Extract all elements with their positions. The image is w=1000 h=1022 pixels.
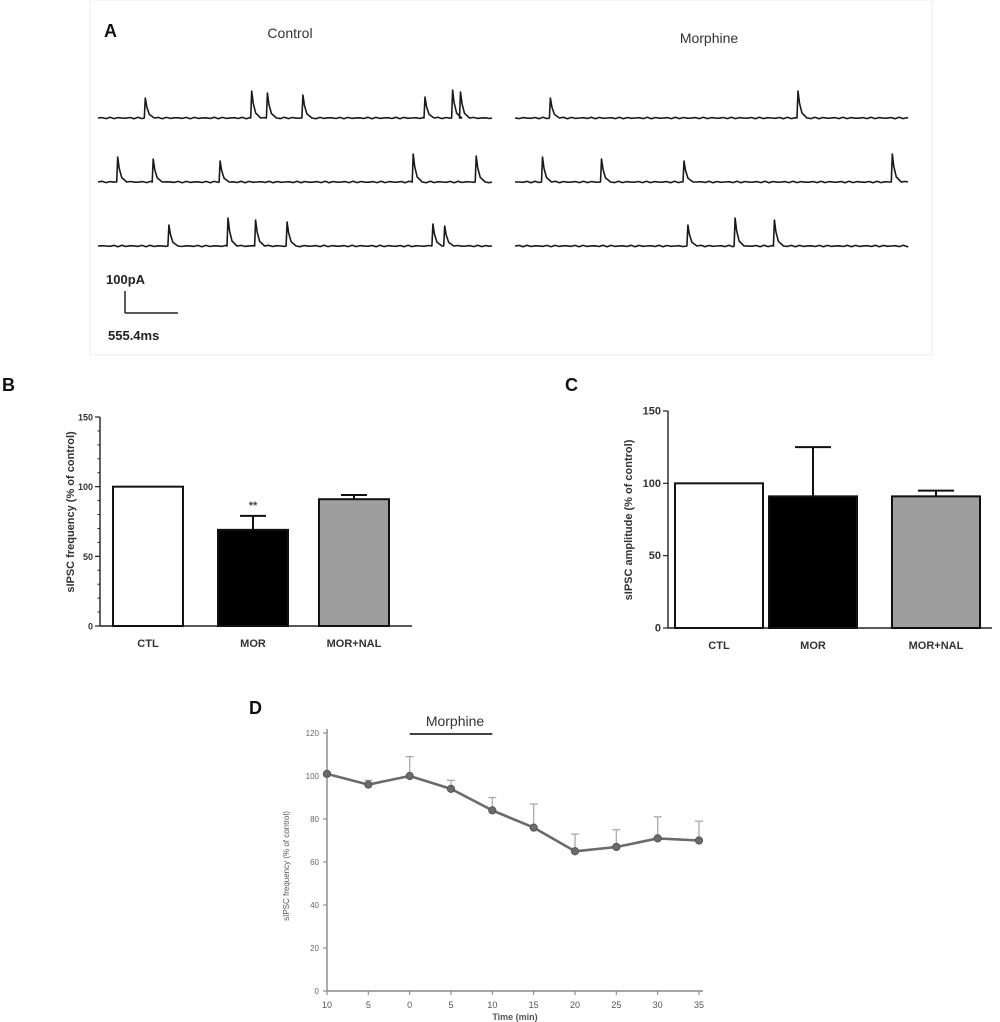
current-traces xyxy=(97,89,909,248)
panel-d: D sIPSC frequency (% of control) Time (m… xyxy=(249,698,704,1022)
panel-d-chart: 0 20 40 60 80 100 120 10 5 0 5 10 15 20 25 30 35 xyxy=(306,729,704,1010)
y-tick-label: 60 xyxy=(310,858,319,867)
data-point xyxy=(322,769,332,778)
data-point xyxy=(364,780,373,789)
data-point xyxy=(612,842,621,852)
morphine-title: Morphine xyxy=(680,30,739,46)
panel-a-frame xyxy=(89,0,933,356)
y-tick-label: 100 xyxy=(78,482,93,492)
data-point xyxy=(405,771,414,781)
y-tick-label: 100 xyxy=(643,478,661,490)
panel-b: B sIPSC frequency (% of control) 0 50 100 1… xyxy=(2,375,412,650)
panel-label-d: D xyxy=(249,698,262,718)
control-trace-3 xyxy=(97,217,493,248)
y-tick-label: 0 xyxy=(88,622,93,632)
panel-c-chart: 0 50 100 150 CTL MOR MOR+NAL xyxy=(643,406,992,652)
bar-mor-nal xyxy=(891,495,981,629)
scale-amplitude-label: 100pA xyxy=(106,272,146,287)
bar-mor-nal xyxy=(318,498,390,627)
bar-ctl xyxy=(112,485,184,627)
panel-c-ylabel: sIPSC amplitude (% of control) xyxy=(623,439,635,600)
morphine-trace-3 xyxy=(514,217,909,248)
category-label: MOR+NAL xyxy=(909,640,964,652)
data-point xyxy=(529,823,538,832)
panel-d-xlabel: Time (min) xyxy=(492,1012,537,1022)
morphine-trace-1 xyxy=(514,90,909,120)
x-tick-label: 15 xyxy=(529,1000,539,1010)
x-tick-label: 10 xyxy=(487,1000,497,1010)
control-trace-2 xyxy=(97,153,493,184)
x-tick-label: 25 xyxy=(611,1000,621,1010)
y-tick-label: 50 xyxy=(649,550,661,562)
x-tick-label: 5 xyxy=(448,1000,453,1010)
x-tick-label: 0 xyxy=(407,1000,412,1010)
bar-mor xyxy=(217,528,289,627)
x-tick-label: 20 xyxy=(570,1000,580,1010)
data-point xyxy=(446,784,456,794)
panel-label-b: B xyxy=(2,375,15,395)
category-label: MOR xyxy=(800,640,826,652)
y-tick-label: 150 xyxy=(643,406,661,418)
panel-c: C sIPSC amplitude (% of control) 0 50 100 1… xyxy=(565,375,992,652)
morphine-trace-2 xyxy=(515,153,909,184)
y-tick-label: 120 xyxy=(306,729,320,738)
significance-marker: ** xyxy=(249,500,258,512)
control-trace-1 xyxy=(97,89,493,120)
bar-ctl xyxy=(674,482,764,630)
y-tick-label: 40 xyxy=(310,901,319,910)
panel-b-chart: 0 50 100 150 CTL MOR MOR+NAL ** xyxy=(78,413,412,650)
panel-d-ylabel: sIPSC frequency (% of control) xyxy=(282,811,291,921)
category-label: MOR+NAL xyxy=(327,638,382,650)
frequency-line xyxy=(326,772,700,853)
category-label: CTL xyxy=(137,638,159,650)
y-tick-label: 100 xyxy=(306,772,320,781)
panel-a: A Control Morphine 100pA 555.4ms xyxy=(89,0,933,356)
category-label: CTL xyxy=(708,640,730,652)
x-tick-label: 30 xyxy=(653,1000,663,1010)
x-tick-label: 10 xyxy=(322,1000,332,1010)
y-tick-label: 0 xyxy=(315,987,320,996)
panel-b-ylabel: sIPSC frequency (% of control) xyxy=(65,431,77,593)
data-point xyxy=(653,834,662,843)
control-title: Control xyxy=(267,25,312,41)
scale-time-label: 555.4ms xyxy=(108,328,159,343)
panel-label-a: A xyxy=(104,21,117,41)
morphine-bar-label: Morphine xyxy=(426,713,485,729)
y-tick-label: 0 xyxy=(655,623,661,635)
bar-mor xyxy=(768,495,858,629)
y-tick-label: 50 xyxy=(83,552,93,562)
y-tick-label: 80 xyxy=(310,815,319,824)
y-tick-label: 150 xyxy=(78,413,93,423)
x-tick-label: 5 xyxy=(366,1000,371,1010)
data-point xyxy=(570,847,580,856)
panel-label-c: C xyxy=(565,375,578,395)
y-tick-label: 20 xyxy=(310,944,319,953)
data-point xyxy=(488,806,497,815)
x-tick-label: 35 xyxy=(694,1000,704,1010)
data-point xyxy=(694,836,704,845)
category-label: MOR xyxy=(240,638,266,650)
